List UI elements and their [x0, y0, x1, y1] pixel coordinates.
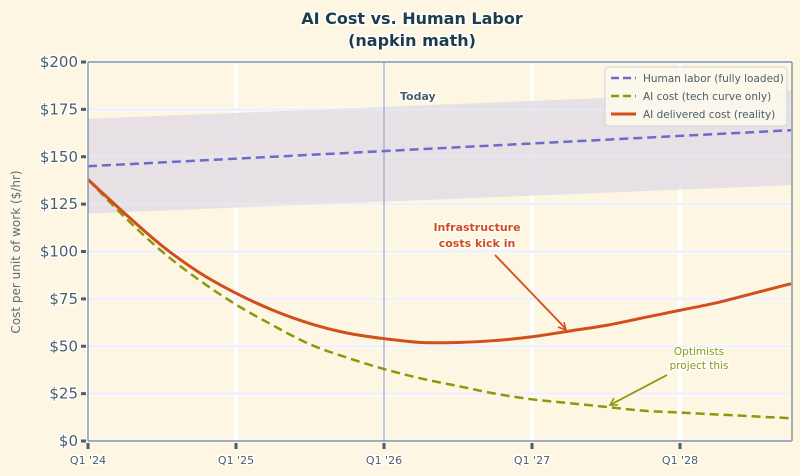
y-tick-label: $200: [40, 53, 78, 71]
y-ticks: $0 $25 $50 $75 $100 $125 $150 $175 $200: [38, 52, 86, 452]
annotation-optimists-line2: project this: [670, 360, 729, 372]
today-label: Today: [400, 90, 436, 103]
chart-subtitle: (napkin math): [348, 31, 476, 50]
annotation-infrastructure-line1: Infrastructure: [433, 221, 520, 234]
y-tick-label: $75: [49, 290, 78, 308]
legend: Human labor (fully loaded) AI cost (tech…: [604, 66, 788, 127]
x-tick-label: Q1 '25: [218, 454, 254, 467]
ai-delivered-cost-line: [86, 178, 792, 345]
x-tick-label: Q1 '27: [514, 454, 550, 467]
annotation-optimists-line1: Optimists: [674, 346, 724, 358]
arrow-infrastructure: [494, 254, 567, 330]
legend-human-label: Human labor (fully loaded): [643, 73, 784, 85]
x-tick-label: Q1 '26: [366, 454, 402, 467]
annotation-optimists: Optimists project this: [608, 345, 730, 406]
y-tick-label: $100: [40, 243, 78, 261]
y-tick-label: $50: [49, 337, 78, 355]
x-ticks: Q1 '24 Q1 '25 Q1 '26 Q1 '27 Q1 '28: [68, 443, 700, 469]
arrow-optimists: [609, 374, 668, 406]
y-tick-label: $125: [40, 195, 78, 213]
chart-title: AI Cost vs. Human Labor: [301, 9, 523, 28]
x-tick-label: Q1 '28: [662, 454, 698, 467]
annotation-infrastructure-line2: costs kick in: [439, 237, 516, 250]
legend-ai-delivered-label: AI delivered cost (reality): [643, 109, 775, 121]
annotation-infrastructure: Infrastructure costs kick in: [432, 220, 568, 332]
human-labor-line: [87, 128, 792, 168]
arrowhead-optimists-icon: [608, 397, 618, 406]
y-tick-label: $175: [40, 100, 78, 118]
legend-ai-tech-label: AI cost (tech curve only): [643, 91, 771, 103]
x-tick-label: Q1 '24: [70, 454, 106, 467]
y-tick-label: $150: [40, 148, 78, 166]
ai-tech-cost-line: [87, 178, 792, 420]
y-axis-label: Cost per unit of work ($/hr): [9, 170, 23, 333]
arrowhead-infrastructure-icon: [557, 321, 568, 332]
y-tick-label: $0: [59, 432, 78, 450]
y-tick-label: $25: [49, 385, 78, 403]
